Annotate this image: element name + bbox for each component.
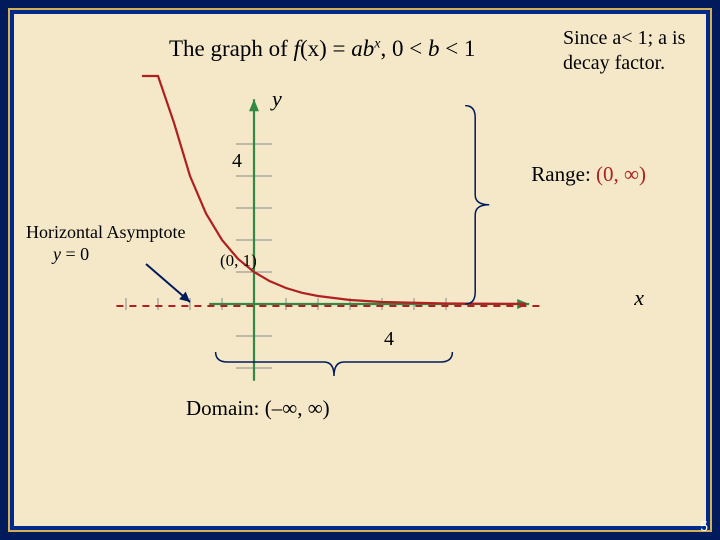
domain-brace-icon [216, 352, 453, 376]
domain-label: Domain: (–∞, ∞) [186, 396, 330, 421]
title-b: b [363, 36, 375, 61]
since-note: Since a< 1; a is decay factor. [563, 26, 688, 76]
range-label: Range: (0, ∞) [531, 162, 646, 187]
domain-prefix: Domain: [186, 396, 265, 420]
range-brace-icon [465, 106, 489, 304]
decay-curve [142, 76, 526, 304]
range-value: (0, ∞) [596, 162, 646, 186]
title-a: a [351, 36, 363, 61]
y-intercept-label: (0, 1) [220, 251, 257, 271]
title-cond: , 0 < [380, 36, 427, 61]
x-axis-label: x [634, 285, 644, 311]
title-eq: = [327, 36, 351, 61]
horizontal-asymptote-label: Horizontal Asymptote y = 0 [26, 222, 206, 265]
slide-outer-frame: The graph of f(x) = abx, 0 < b < 1 Since… [0, 0, 720, 540]
slide-title: The graph of f(x) = abx, 0 < b < 1 [169, 36, 475, 62]
slide-content: The graph of f(x) = abx, 0 < b < 1 Since… [14, 14, 706, 526]
y-tick-4-label: 4 [232, 150, 242, 173]
title-b2: b [428, 36, 440, 61]
ha-line1: Horizontal Asymptote [26, 222, 185, 242]
y-axis-label: y [272, 86, 282, 112]
y-axis-arrow-icon [249, 99, 259, 111]
title-arg: (x) [300, 36, 327, 61]
slide-inner-frame: The graph of f(x) = abx, 0 < b < 1 Since… [8, 8, 712, 532]
ha-var: y [53, 244, 61, 264]
domain-value: (–∞, ∞) [265, 396, 330, 420]
page-number: 5 [700, 518, 708, 534]
title-lt1: < 1 [439, 36, 475, 61]
range-prefix: Range: [531, 162, 596, 186]
x-tick-4-label: 4 [384, 328, 394, 351]
title-text-prefix: The graph of [169, 36, 294, 61]
ha-rest: = 0 [61, 244, 89, 264]
